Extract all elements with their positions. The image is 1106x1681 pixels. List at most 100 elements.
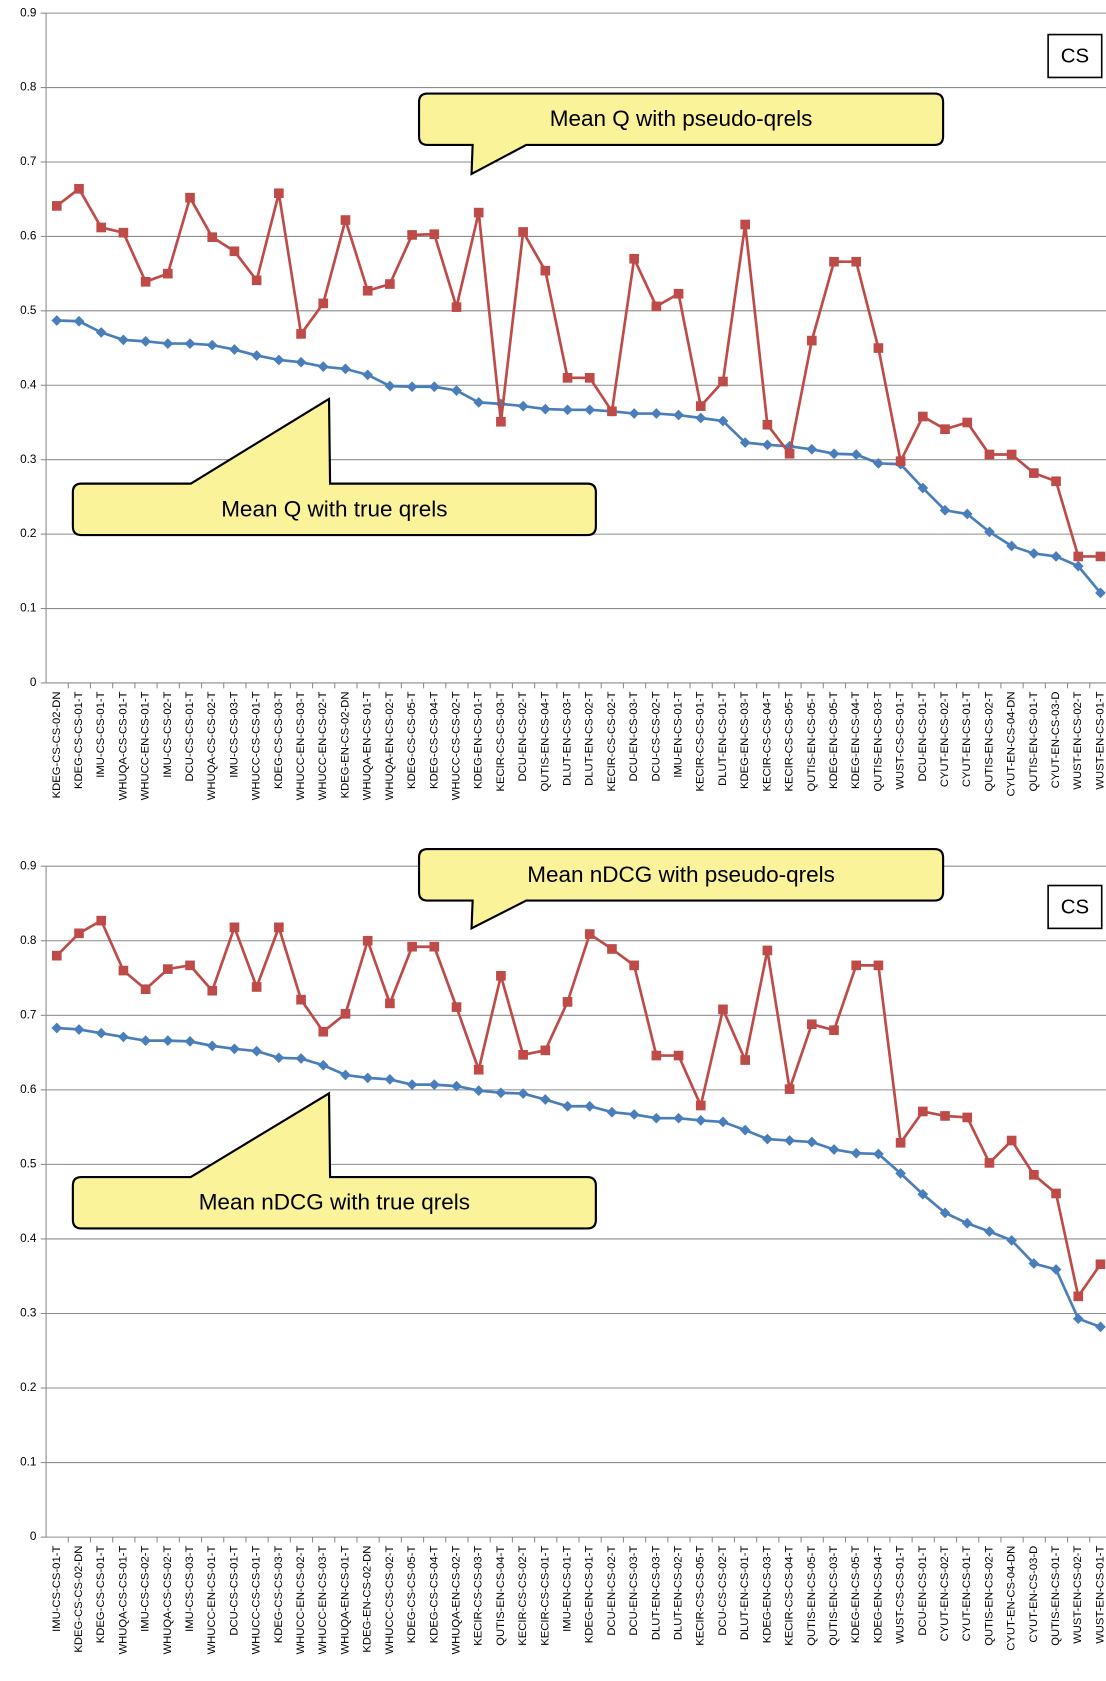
x-tick-label: DLUT-EN-CS-02-T [584,691,596,786]
callout-box [71,1091,597,1230]
marker [695,401,706,411]
marker [295,356,307,368]
marker [340,215,351,225]
x-tick-label: KDEG-CS-CS-01-T [95,1546,107,1644]
marker [1006,1135,1017,1146]
marker [1028,548,1040,559]
marker [806,335,817,346]
marker [340,1069,351,1081]
x-tick-label: QUTIS-EN-CS-03-T [872,691,884,791]
marker [562,372,573,383]
x-tick-label: KDEG-CS-CS-01-T [73,691,85,789]
marker [873,1148,884,1160]
marker [451,302,462,312]
x-tick-label: DLUT-EN-CS-01-T [739,1546,751,1641]
y-tick-label: 0 [30,1530,37,1543]
annotation-box [1047,33,1103,79]
marker [939,1207,951,1219]
x-tick-label: KDEG-EN-CS-04-T [850,691,862,789]
marker [140,1035,151,1047]
marker [274,922,284,933]
x-tick-label: IMU-CS-CS-03-T [184,1546,196,1632]
x-tick-label: DCU-CS-CS-01-T [228,1546,240,1636]
marker [206,1040,218,1052]
marker [407,230,417,240]
marker [851,256,862,267]
x-tick-label: WUST-EN-CS-01-T [1094,1546,1106,1644]
marker [317,1059,329,1071]
x-tick-label: QUTIS-EN-CS-04-T [495,1546,507,1646]
x-tick-label: CYUT-EN-CS-02-T [939,1546,951,1642]
y-tick-label: 0.1 [20,602,36,615]
marker [1095,551,1106,562]
marker [185,960,195,971]
marker [562,404,573,416]
y-tick-label: 0.8 [20,934,37,947]
marker [1095,587,1106,599]
annotation: CS [1061,45,1089,67]
marker [607,944,617,954]
y-tick-label: 0.3 [20,1307,37,1320]
marker [850,449,862,460]
marker [429,229,440,240]
marker [673,1112,684,1124]
marker [695,412,707,424]
marker [873,960,884,971]
marker [584,404,596,416]
series [51,1022,1106,1333]
y-tick-label: 0.4 [20,1232,37,1245]
y-tick-label: 0.2 [20,527,36,540]
marker [651,301,662,312]
x-tick-label: KDEG-EN-CS-05-T [828,691,840,789]
marker [340,1008,351,1019]
marker [140,984,151,995]
marker [118,227,129,238]
x-tick-label: WHUCC-EN-CS-01-T [140,691,152,800]
marker [362,935,373,946]
marker [362,285,373,296]
y-tick-label: 0.4 [20,378,37,391]
marker [739,437,751,448]
x-tick-label: DCU-EN-CS-01-T [917,1546,929,1636]
y-tick-label: 0.7 [20,155,36,168]
marker [1072,1313,1084,1325]
marker [762,439,773,451]
marker [562,1100,573,1112]
x-tick-label: WUST-CS-CS-01-T [895,1546,907,1644]
x-tick-label: DCU-EN-CS-03-T [628,1546,640,1636]
marker [606,1106,618,1118]
marker [940,1111,950,1121]
marker [740,1055,751,1065]
marker [517,400,529,412]
x-tick-label: KDEG-EN-CS-03-T [761,1546,773,1644]
marker [473,397,485,408]
y-tick-label: 0.6 [20,230,37,243]
marker [51,950,62,961]
marker [96,222,107,233]
marker [1051,476,1061,487]
x-tick-label: WHUCC-EN-CS-03-T [317,1546,329,1655]
marker [962,417,973,428]
x-tick-label: KECIR-CS-CS-01-T [695,691,707,791]
series-line [56,319,1102,594]
marker [829,256,839,267]
x-tick-label: WHUCC-EN-CS-02-T [295,1546,307,1655]
marker [1050,551,1062,562]
marker [984,1158,995,1168]
x-tick-label: WHUQA-CS-CS-02-T [162,1546,174,1655]
x-tick-label: DCU-CS-CS-02-T [650,691,662,781]
marker [451,1002,462,1012]
marker [162,1035,174,1047]
marker [140,335,151,347]
marker [473,1085,485,1096]
x-tick-label: CYUT-EN-CS-01-T [961,1546,973,1642]
marker [317,361,329,373]
x-tick-label: WHUQA-CS-CS-02-T [206,691,218,800]
marker [385,998,395,1009]
x-tick-label: DCU-CS-CS-01-T [184,691,196,781]
callout-text: Mean Q with true qrels [221,496,447,521]
x-tick-label: WHUCC-CS-CS-02-T [384,1546,396,1655]
x-tick-label: KECIR-CS-CS-05-T [784,691,796,791]
marker [296,329,306,339]
marker [496,970,506,981]
